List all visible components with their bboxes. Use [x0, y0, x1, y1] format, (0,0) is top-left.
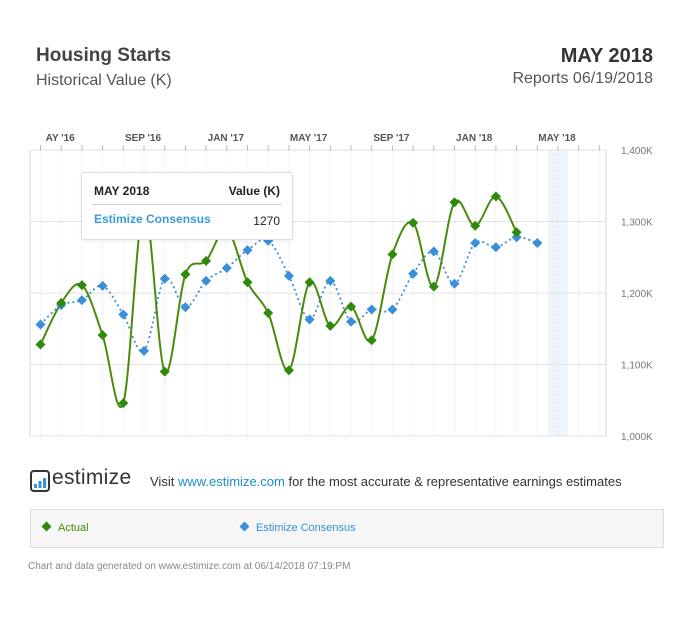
point-actual[interactable] — [97, 330, 108, 341]
point-estimize-consensus[interactable] — [35, 319, 46, 330]
point-actual[interactable] — [56, 298, 67, 309]
y-tick-label: 1,000K — [621, 432, 653, 443]
point-estimize-consensus[interactable] — [304, 314, 315, 325]
point-estimize-consensus[interactable] — [511, 232, 522, 243]
chart-legend: Actual Estimize Consensus — [30, 509, 664, 548]
point-actual[interactable] — [366, 335, 377, 346]
report-period: MAY 2018 — [560, 45, 653, 67]
y-tick-label: 1,100K — [621, 361, 653, 372]
visit-message: Visit www.estimize.com for the most accu… — [150, 474, 622, 489]
legend-item-consensus[interactable]: Estimize Consensus — [239, 521, 356, 534]
tooltip-series-label: Estimize Consensus — [94, 212, 211, 226]
x-tick-label: JAN '17 — [208, 133, 245, 144]
report-date: Reports 06/19/2018 — [512, 70, 653, 87]
point-estimize-consensus[interactable] — [221, 262, 232, 273]
point-estimize-consensus[interactable] — [159, 273, 170, 284]
point-estimize-consensus[interactable] — [201, 275, 212, 286]
point-estimize-consensus[interactable] — [470, 237, 481, 248]
point-actual[interactable] — [180, 269, 191, 280]
point-estimize-consensus[interactable] — [532, 237, 543, 248]
legend-actual-label: Actual — [58, 522, 89, 534]
estimize-link[interactable]: www.estimize.com — [177, 474, 285, 489]
x-tick-label: SEP '16 — [125, 133, 162, 144]
x-tick-label: JAN '18 — [456, 133, 493, 144]
point-actual[interactable] — [76, 280, 87, 291]
generated-footer: Chart and data generated on www.estimize… — [28, 561, 351, 572]
estimize-logo-icon — [30, 470, 50, 492]
point-actual[interactable] — [283, 365, 294, 376]
actual-diamond-icon — [41, 521, 52, 532]
point-estimize-consensus[interactable] — [97, 280, 108, 291]
consensus-diamond-icon — [239, 521, 250, 532]
tooltip-divider — [92, 204, 282, 205]
point-actual[interactable] — [346, 301, 356, 312]
point-actual[interactable] — [118, 398, 129, 409]
point-actual[interactable] — [428, 281, 439, 292]
x-tick-label: MAY '17 — [290, 133, 328, 144]
tooltip-column-label: Value (K) — [228, 184, 280, 198]
legend-consensus-label: Estimize Consensus — [256, 522, 356, 534]
point-estimize-consensus[interactable] — [325, 275, 336, 286]
visit-prefix: Visit — [150, 474, 178, 489]
tooltip-value: 1270 — [253, 214, 280, 228]
point-estimize-consensus[interactable] — [490, 242, 501, 253]
chart-tooltip: MAY 2018 Value (K) Estimize Consensus 12… — [81, 172, 293, 240]
point-estimize-consensus[interactable] — [180, 302, 191, 313]
point-actual[interactable] — [263, 308, 274, 319]
point-actual[interactable] — [159, 366, 170, 377]
point-actual[interactable] — [490, 191, 501, 202]
point-estimize-consensus[interactable] — [118, 309, 129, 320]
x-tick-label: AY '16 — [46, 133, 76, 144]
x-tick-label: MAY '18 — [538, 133, 576, 144]
legend-item-actual[interactable]: Actual — [41, 521, 89, 534]
estimize-wordmark: estimize — [52, 466, 132, 489]
x-tick-label: SEP '17 — [373, 133, 410, 144]
point-estimize-consensus[interactable] — [139, 345, 149, 356]
visit-suffix: for the most accurate & representative e… — [284, 474, 622, 489]
tooltip-period: MAY 2018 — [94, 184, 150, 198]
point-actual[interactable] — [387, 249, 398, 260]
point-estimize-consensus[interactable] — [428, 246, 439, 257]
point-actual[interactable] — [325, 320, 336, 331]
y-tick-label: 1,200K — [621, 289, 653, 300]
point-actual[interactable] — [35, 339, 46, 350]
point-actual[interactable] — [408, 217, 419, 228]
point-actual[interactable] — [242, 277, 253, 288]
point-actual[interactable] — [511, 227, 522, 238]
point-estimize-consensus[interactable] — [366, 304, 377, 315]
point-estimize-consensus[interactable] — [283, 270, 294, 281]
point-actual[interactable] — [201, 255, 212, 266]
point-actual[interactable] — [449, 197, 460, 208]
point-estimize-consensus[interactable] — [408, 268, 419, 279]
y-tick-label: 1,300K — [621, 218, 653, 229]
point-estimize-consensus[interactable] — [76, 295, 87, 306]
point-estimize-consensus[interactable] — [242, 245, 253, 256]
point-actual[interactable] — [304, 277, 315, 288]
point-actual[interactable] — [470, 220, 481, 231]
point-estimize-consensus[interactable] — [449, 278, 460, 289]
point-estimize-consensus[interactable] — [346, 316, 356, 327]
chart-title: Housing Starts — [36, 45, 172, 66]
point-estimize-consensus[interactable] — [387, 304, 398, 315]
y-tick-label: 1,400K — [621, 146, 653, 157]
chart-subtitle: Historical Value (K) — [36, 72, 172, 89]
